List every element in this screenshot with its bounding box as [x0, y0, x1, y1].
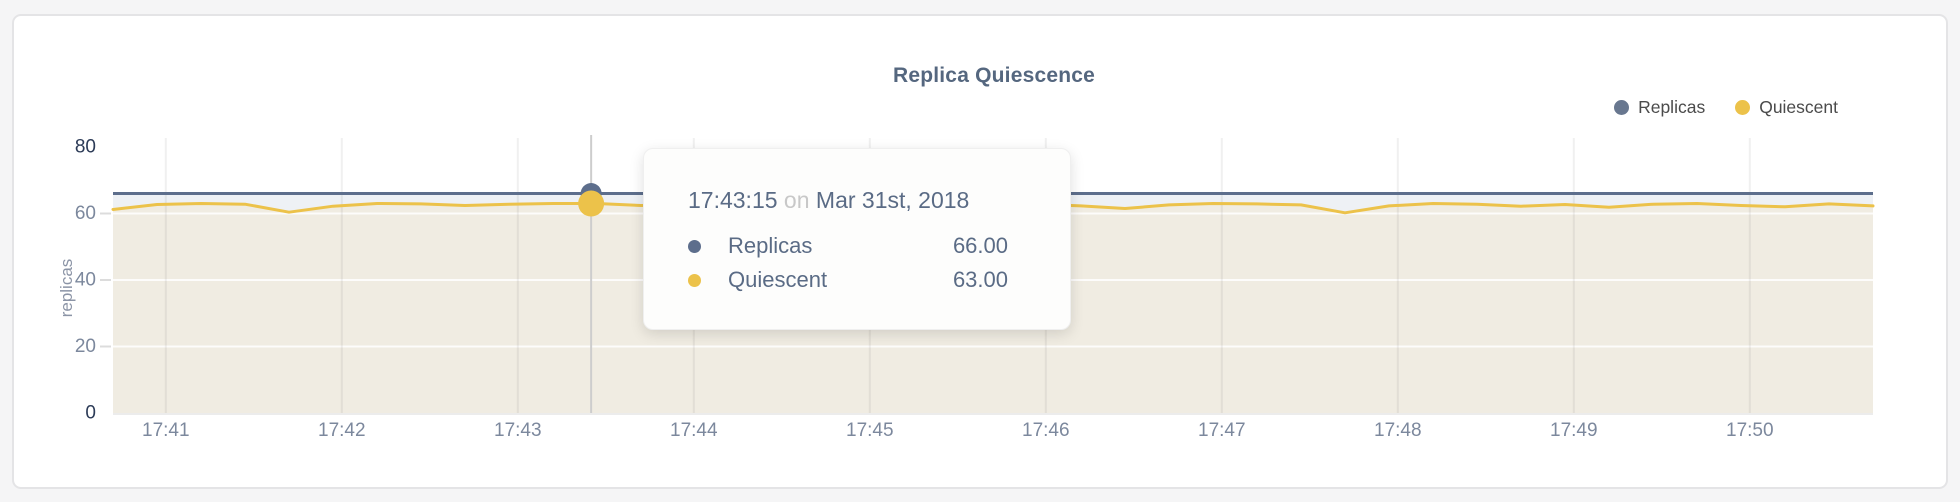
x-tick-label: 17:42	[318, 420, 366, 441]
chart-title: Replica Quiescence	[892, 64, 1096, 87]
tooltip-series-value: 66.00	[952, 233, 1008, 258]
x-tick-label: 17:48	[1374, 420, 1422, 441]
chart-legend: Replicas Quiescent	[1614, 97, 1838, 118]
tooltip-series-label: Replicas	[728, 233, 813, 258]
x-tick-label: 17:47	[1198, 420, 1246, 441]
quiescent-series-dot-icon	[1735, 100, 1751, 115]
tooltip-separator: on	[783, 187, 810, 213]
legend-item-quiescent[interactable]: Quiescent	[1735, 97, 1838, 118]
y-tick-label: 60	[75, 203, 96, 224]
tooltip-date: Mar 31st, 2018	[815, 187, 970, 213]
tooltip-row-replicas: Replicas 66.00	[688, 229, 1070, 263]
legend-label: Replicas	[1638, 97, 1706, 117]
replicas-dot-icon	[688, 239, 701, 253]
x-tick-label: 17:45	[846, 420, 894, 441]
x-tick-label: 17:43	[494, 420, 542, 441]
legend-label: Quiescent	[1759, 97, 1838, 117]
quiescent-dot-icon	[688, 273, 701, 287]
tooltip-series-value: 63.00	[952, 267, 1008, 292]
x-tick-label: 17:41	[142, 420, 190, 441]
chart-tooltip: 17:43:15 on Mar 31st, 2018 Replicas 66.0…	[643, 148, 1071, 330]
y-tick-label: 40	[75, 270, 96, 291]
tooltip-rows: Replicas 66.00 Quiescent 63.00	[688, 229, 1070, 297]
x-tick-label: 17:49	[1550, 420, 1598, 441]
x-tick-label: 17:50	[1726, 420, 1774, 441]
replicas-series-dot-icon	[1614, 100, 1630, 115]
x-tick-label: 17:46	[1022, 420, 1070, 441]
y-tick-label: 0	[85, 403, 96, 424]
tooltip-time: 17:43:15	[688, 187, 778, 213]
y-tick-label: 80	[75, 137, 96, 158]
y-tick-label: 20	[75, 336, 96, 357]
tooltip-series-label: Quiescent	[728, 267, 828, 292]
tooltip-header: 17:43:15 on Mar 31st, 2018	[688, 187, 1070, 214]
hover-point-quiescent	[578, 190, 605, 217]
tooltip-row-quiescent: Quiescent 63.00	[688, 263, 1070, 297]
x-tick-label: 17:44	[670, 420, 718, 441]
legend-item-replicas[interactable]: Replicas	[1614, 97, 1705, 118]
